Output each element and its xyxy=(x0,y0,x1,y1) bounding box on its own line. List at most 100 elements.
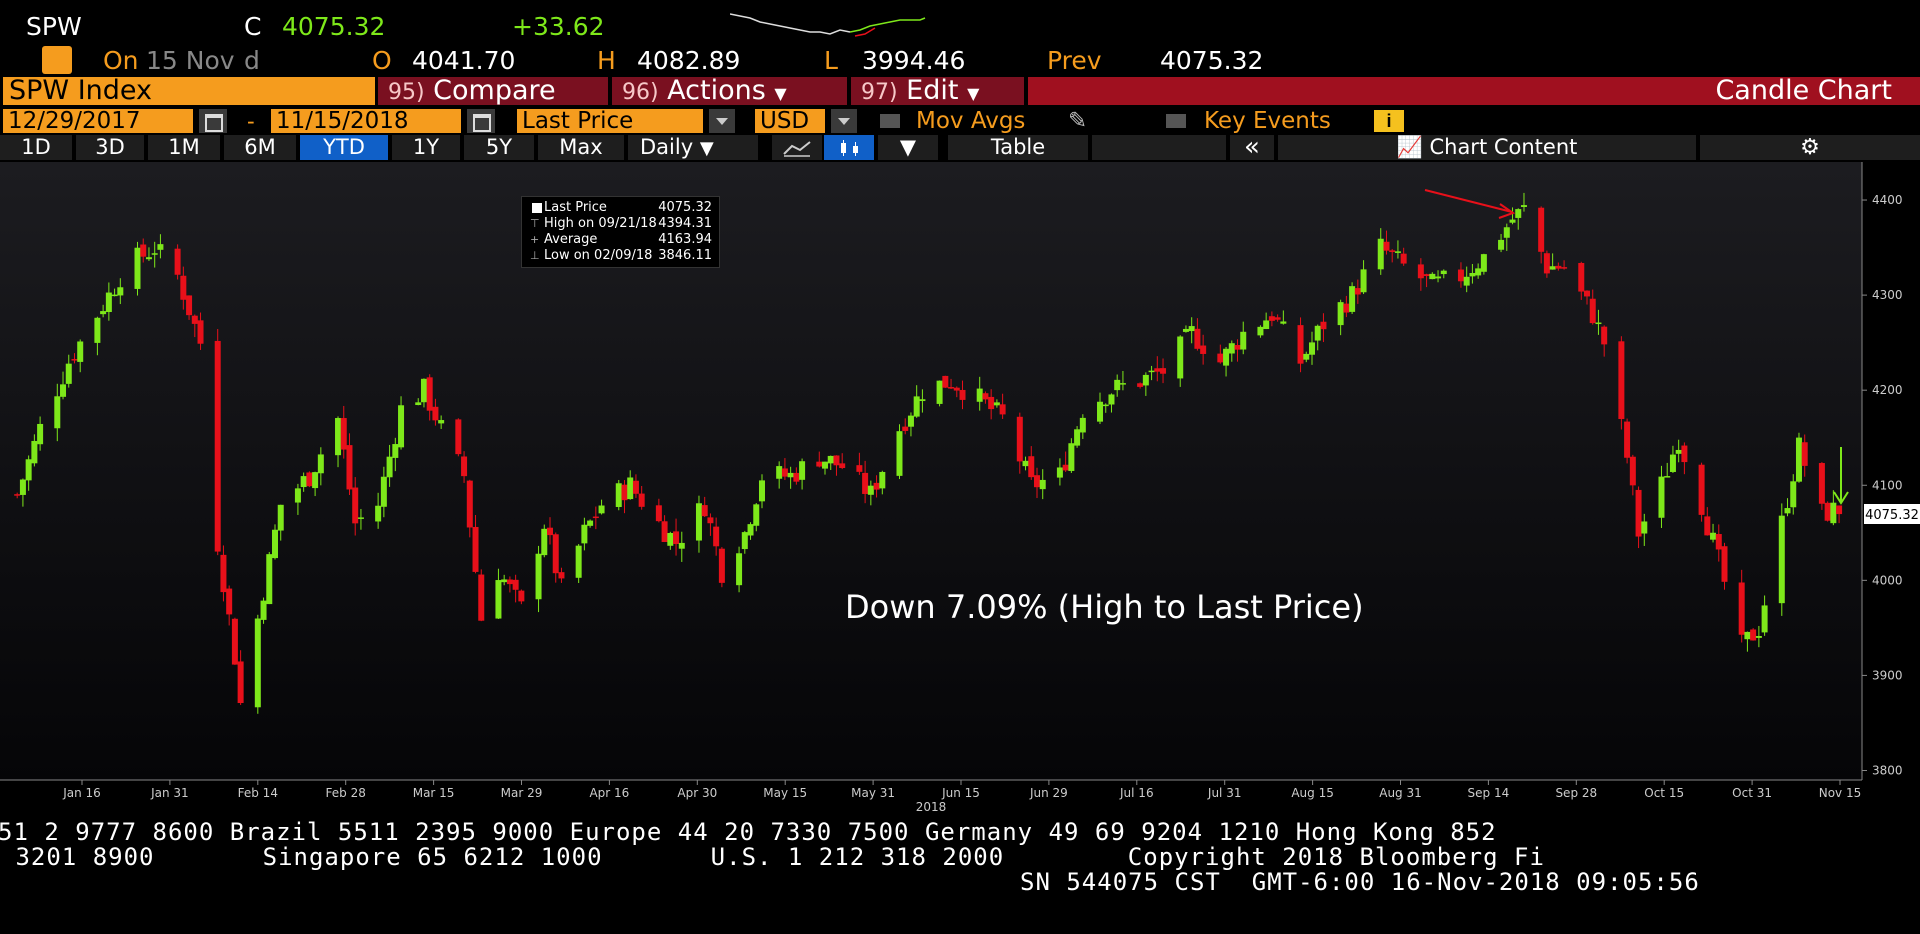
chevron-down-icon[interactable] xyxy=(831,109,857,133)
candle-body xyxy=(867,485,874,495)
candle-body xyxy=(1629,456,1636,486)
collapse-icon[interactable]: « xyxy=(1230,134,1274,160)
pencil-icon[interactable]: ✎ xyxy=(1068,108,1088,134)
candle-body xyxy=(140,244,147,257)
candle-body xyxy=(1440,270,1447,275)
candle-body xyxy=(976,388,983,402)
range-bar: 1D 3D 1M 6M YTD 1Y 5Y Max Daily ▼ ▼ Tabl… xyxy=(0,134,1920,161)
candle-body xyxy=(191,315,198,324)
mov-avgs-checkbox[interactable] xyxy=(880,114,900,128)
range-6m-button[interactable]: 6M xyxy=(224,135,296,160)
last-price-tag-bg xyxy=(1864,504,1920,524)
range-ytd-button[interactable]: YTD xyxy=(300,135,388,160)
candle-body xyxy=(277,504,284,531)
range-5y-button[interactable]: 5Y xyxy=(464,135,534,160)
chart-content-button[interactable]: 📈 Chart Content xyxy=(1278,135,1696,160)
candle-body xyxy=(1079,417,1086,433)
candle-body xyxy=(335,418,342,456)
candle-body xyxy=(231,618,238,665)
key-events-label[interactable]: Key Events xyxy=(1204,108,1331,134)
candle-body xyxy=(392,444,399,458)
line-chart-icon[interactable] xyxy=(772,135,822,160)
candle-body xyxy=(1056,467,1063,478)
candle-body xyxy=(1509,219,1516,223)
frequency-select[interactable]: Daily ▼ xyxy=(628,135,758,160)
candle-body xyxy=(197,320,204,344)
candle-body xyxy=(1223,348,1230,366)
candle-body xyxy=(1669,454,1676,472)
prev-label: Prev xyxy=(1047,46,1102,75)
compare-num: 95) xyxy=(388,80,425,105)
candle-body xyxy=(1417,264,1424,279)
range-1y-button[interactable]: 1Y xyxy=(392,135,460,160)
blank-button[interactable] xyxy=(1092,135,1226,160)
security-field[interactable]: SPW Index xyxy=(3,77,375,105)
info-icon[interactable]: i xyxy=(1374,110,1404,132)
on-label: On xyxy=(103,46,139,75)
candle-body xyxy=(1160,368,1167,374)
quote-row-1: SPW C 4075.32 +33.62 xyxy=(0,0,1920,46)
calendar-icon[interactable] xyxy=(199,109,227,133)
compare-button[interactable]: 95) Compare xyxy=(378,77,608,105)
candle-body xyxy=(781,468,788,477)
candle-body xyxy=(518,590,525,602)
chevron-down-icon[interactable] xyxy=(709,109,735,133)
candle-body xyxy=(157,244,164,250)
candle-body xyxy=(678,542,685,549)
legend-low-label: Low on 02/09/18 xyxy=(544,248,653,263)
currency-select[interactable]: USD xyxy=(755,109,825,133)
high-label: H xyxy=(597,46,616,75)
x-tick-label: Feb 14 xyxy=(238,786,278,800)
candle-body xyxy=(1675,449,1682,454)
range-1m-button[interactable]: 1M xyxy=(148,135,220,160)
last-arrow-head xyxy=(1833,491,1849,505)
range-3d-button[interactable]: 3D xyxy=(76,135,144,160)
candle-body xyxy=(695,503,702,541)
candle-body xyxy=(1383,241,1390,251)
actions-button[interactable]: 96) Actions ▼ xyxy=(612,77,847,105)
candle-body xyxy=(1108,394,1115,405)
range-max-button[interactable]: Max xyxy=(538,135,624,160)
x-tick-label: Sep 14 xyxy=(1468,786,1510,800)
candle-body xyxy=(478,574,485,621)
candle-body xyxy=(1349,286,1356,312)
edit-button[interactable]: 97) Edit ▼ xyxy=(851,77,1024,105)
candle-body xyxy=(1114,379,1121,391)
candle-body xyxy=(982,393,989,400)
key-events-checkbox[interactable] xyxy=(1166,114,1186,128)
actions-num: 96) xyxy=(622,80,659,105)
candle-body xyxy=(438,420,445,424)
mov-avgs-label[interactable]: Mov Avgs xyxy=(916,108,1026,134)
field-select[interactable]: Last Price xyxy=(517,109,703,133)
candle-body xyxy=(380,476,387,507)
prev-price: 4075.32 xyxy=(1160,46,1264,75)
start-date-field[interactable]: 12/29/2017 xyxy=(3,109,193,133)
candle-body xyxy=(1520,205,1527,207)
close-label: C xyxy=(244,12,262,41)
speedometer-icon[interactable] xyxy=(42,46,72,74)
candle-body xyxy=(1154,368,1161,372)
candle-body xyxy=(1217,353,1224,363)
x-tick-label: Aug 15 xyxy=(1291,786,1334,800)
candle-body xyxy=(1595,322,1602,325)
candle-body xyxy=(71,359,78,361)
chevron-down-icon[interactable]: ▼ xyxy=(878,135,938,160)
candle-body xyxy=(936,380,943,404)
candle-body xyxy=(1268,316,1275,321)
x-tick-label: May 31 xyxy=(851,786,895,800)
candle-body xyxy=(638,493,645,507)
candle-chart: 3800 3900 4000 4100 4200 4300 4400 Jan 16 Jan 3… xyxy=(0,162,1920,814)
candle-chart-icon[interactable] xyxy=(824,135,874,160)
x-tick-label: Mar 29 xyxy=(501,786,543,800)
calendar-icon[interactable] xyxy=(467,109,495,133)
range-1d-button[interactable]: 1D xyxy=(0,135,72,160)
end-date-field[interactable]: 11/15/2018 xyxy=(271,109,461,133)
candle-body xyxy=(1618,341,1625,420)
table-button[interactable]: Table xyxy=(948,135,1088,160)
edit-num: 97) xyxy=(861,80,898,105)
candle-body xyxy=(294,488,301,503)
candle-body xyxy=(220,554,227,593)
gear-icon[interactable]: ⚙ xyxy=(1700,135,1920,160)
candle-body xyxy=(1394,251,1401,253)
candle-body xyxy=(661,521,668,542)
